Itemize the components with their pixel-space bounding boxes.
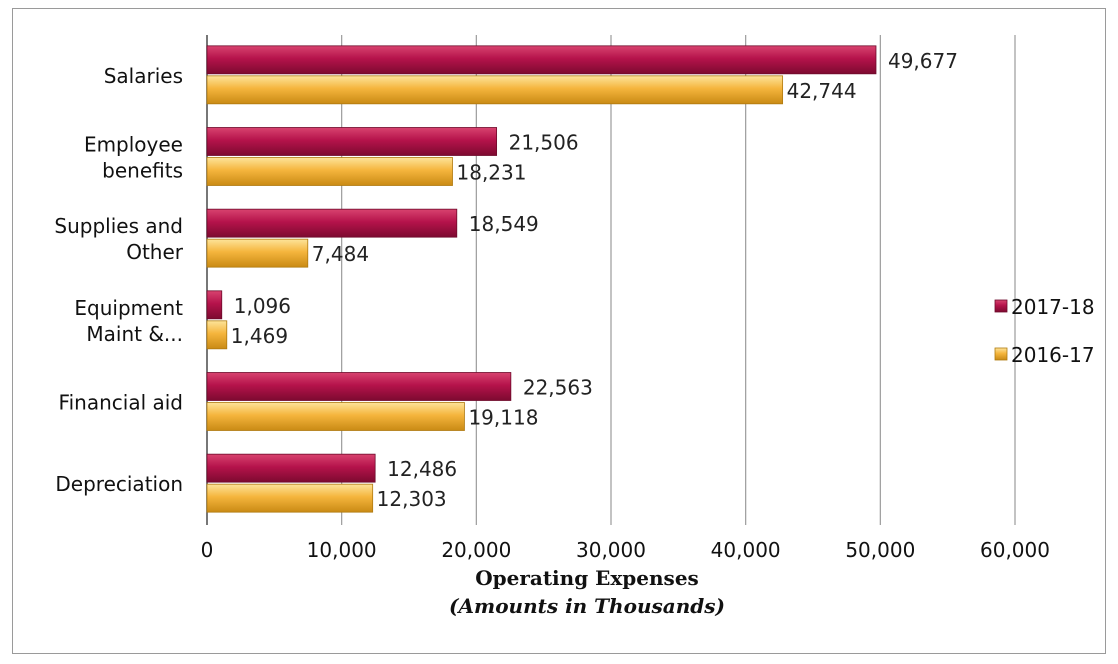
x-tick-label: 20,000: [441, 538, 511, 562]
data-label: 18,231: [457, 161, 527, 185]
data-label: 7,484: [312, 242, 369, 266]
category-label: Equipment: [74, 296, 183, 320]
data-label: 42,744: [787, 79, 857, 103]
bar-2017-18: [206, 372, 512, 401]
bar-2016-17: [206, 320, 228, 350]
data-label: 18,549: [469, 212, 539, 236]
category-label: Maint &...: [86, 322, 183, 346]
bar-2016-17: [206, 402, 465, 431]
bar-2017-18: [206, 290, 223, 320]
legend-swatch-2017-18: [994, 299, 1008, 313]
data-label: 1,469: [231, 324, 288, 348]
data-label: 22,563: [523, 376, 593, 400]
data-label: 12,303: [377, 487, 447, 511]
x-tick-label: 30,000: [576, 538, 646, 562]
x-tick-label: 50,000: [845, 538, 915, 562]
bar-2016-17: [206, 483, 374, 513]
category-label: Salaries: [104, 64, 183, 88]
data-label: 19,118: [468, 406, 538, 430]
x-tick-label: 0: [201, 538, 214, 562]
category-label: Depreciation: [55, 472, 183, 496]
x-tick-label: 60,000: [980, 538, 1050, 562]
category-label: benefits: [102, 159, 183, 183]
bar-2017-18: [206, 45, 877, 75]
category-label: Financial aid: [59, 391, 183, 415]
x-axis-subtitle: (Amounts in Thousands): [449, 594, 725, 618]
data-label: 12,486: [387, 457, 457, 481]
category-label: Supplies and: [54, 214, 183, 238]
bar-2017-18: [206, 127, 498, 156]
data-label: 49,677: [888, 49, 958, 73]
x-axis-title: Operating Expenses: [475, 566, 699, 590]
x-tick-label: 40,000: [711, 538, 781, 562]
data-label: 1,096: [234, 294, 291, 318]
x-tick-label: 10,000: [307, 538, 377, 562]
legend-swatch-2016-17: [994, 347, 1008, 361]
category-label: Other: [126, 240, 184, 264]
chart-frame: 49,677 42,744 21,506 18,231 18,549 7,484 1,096…: [12, 8, 1106, 654]
bar-2016-17: [206, 157, 453, 186]
operating-expenses-chart: 49,677 42,744 21,506 18,231 18,549 7,484 1,096…: [54, 35, 1095, 618]
bar-2017-18: [206, 453, 376, 483]
legend-label: 2016-17: [1011, 343, 1095, 367]
category-label: Employee: [84, 133, 183, 157]
bar-2016-17: [206, 238, 309, 268]
bar-2016-17: [206, 75, 784, 105]
data-label: 21,506: [509, 131, 579, 155]
legend-label: 2017-18: [1011, 295, 1095, 319]
bar-2017-18: [206, 208, 458, 238]
